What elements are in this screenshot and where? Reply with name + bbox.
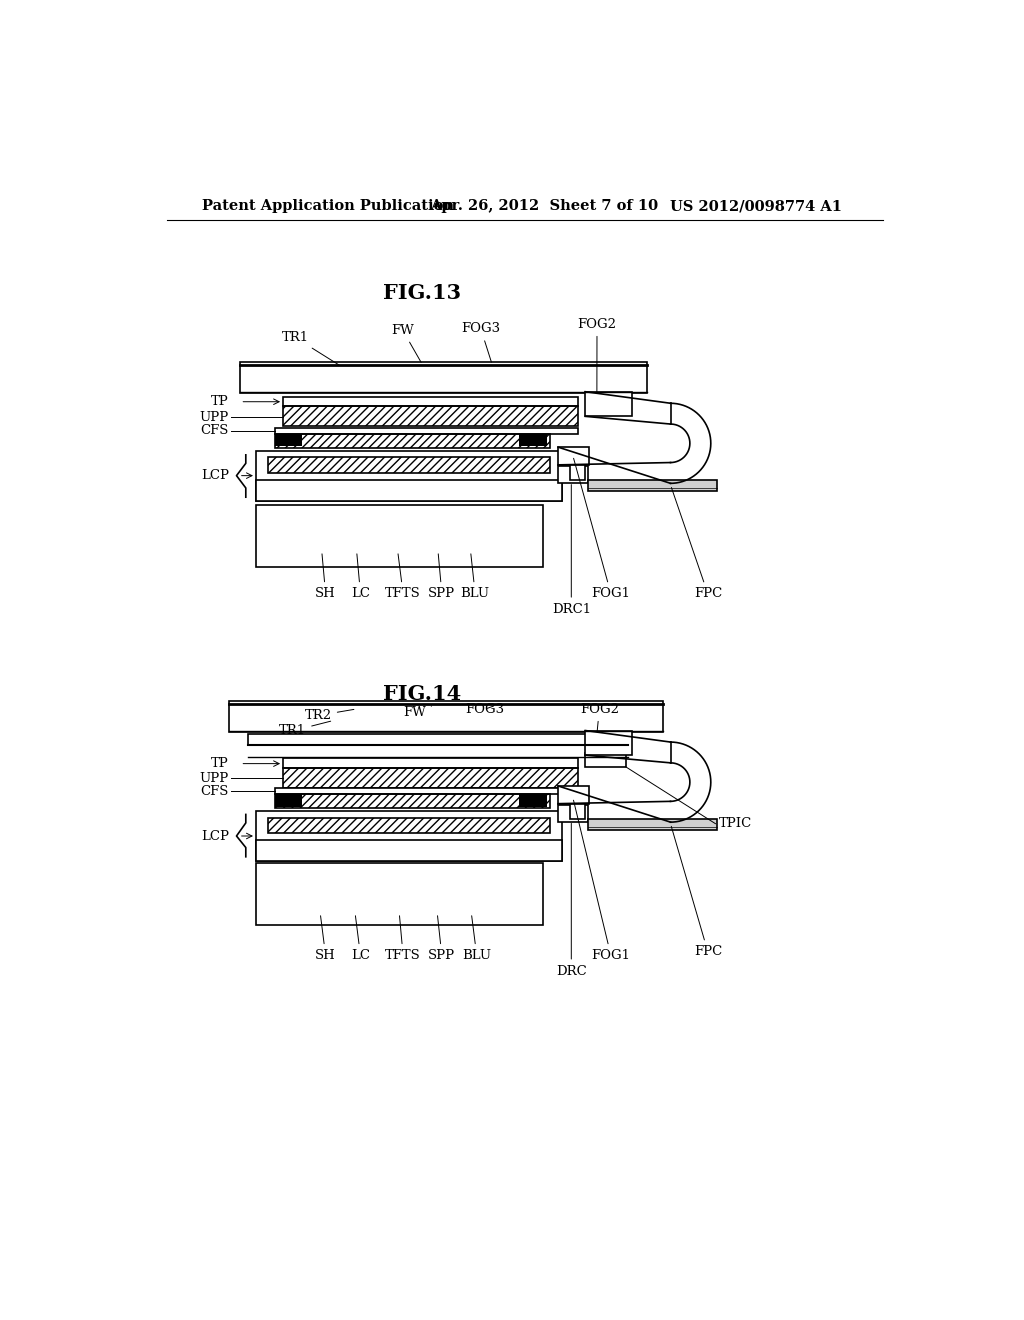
Text: FOG2: FOG2 — [578, 318, 616, 393]
Text: FW: FW — [391, 323, 421, 363]
Text: TR1: TR1 — [280, 721, 331, 738]
Text: BLU: BLU — [462, 916, 492, 962]
Bar — [586, 752, 626, 767]
Text: FOG2: FOG2 — [580, 702, 618, 731]
Bar — [256, 840, 562, 861]
Bar — [275, 788, 578, 795]
Text: LCP: LCP — [201, 469, 228, 482]
Text: LC: LC — [351, 554, 370, 601]
Text: TR2: TR2 — [305, 709, 354, 722]
Text: FIG.13: FIG.13 — [383, 284, 462, 304]
Bar — [558, 785, 589, 804]
Text: SH: SH — [315, 916, 336, 962]
Bar — [519, 434, 547, 446]
Bar — [283, 407, 578, 426]
Text: TR1: TR1 — [282, 331, 339, 364]
Bar — [267, 817, 550, 833]
Bar — [275, 434, 302, 446]
Bar — [256, 504, 543, 566]
Text: FOG3: FOG3 — [461, 322, 501, 362]
Bar — [558, 805, 588, 822]
Bar — [558, 447, 589, 465]
Text: BLU: BLU — [461, 554, 489, 601]
Bar — [569, 804, 586, 818]
Text: FPC: FPC — [672, 487, 722, 601]
Bar — [228, 701, 663, 733]
Text: TPIC: TPIC — [719, 817, 752, 830]
Text: FIG.14: FIG.14 — [383, 684, 462, 704]
Bar — [241, 363, 647, 393]
Text: FOG1: FOG1 — [573, 800, 631, 962]
Text: CFS: CFS — [201, 785, 228, 797]
Text: TP: TP — [211, 395, 228, 408]
Text: TP: TP — [211, 758, 228, 770]
Bar — [519, 795, 547, 807]
Bar — [586, 730, 632, 755]
Text: CFS: CFS — [201, 425, 228, 437]
Text: TFTS: TFTS — [385, 554, 421, 601]
Bar — [256, 451, 562, 502]
Bar — [588, 818, 717, 830]
Text: FW: FW — [403, 706, 431, 719]
Bar — [588, 480, 717, 491]
Text: SPP: SPP — [428, 916, 456, 962]
Bar — [283, 397, 578, 407]
Text: UPP: UPP — [200, 772, 228, 785]
Text: FOG3: FOG3 — [465, 702, 504, 715]
Bar — [558, 466, 588, 483]
Bar — [586, 392, 632, 416]
Text: Patent Application Publication: Patent Application Publication — [202, 199, 454, 213]
Bar — [256, 863, 543, 924]
Text: SH: SH — [315, 554, 336, 601]
Bar — [275, 428, 578, 434]
Text: DRC: DRC — [556, 824, 587, 978]
Text: FPC: FPC — [672, 826, 722, 958]
Bar — [283, 768, 578, 788]
Bar — [256, 810, 562, 861]
Text: FOG1: FOG1 — [573, 458, 631, 601]
Bar — [248, 734, 628, 744]
Text: UPP: UPP — [200, 411, 228, 424]
Text: TFTS: TFTS — [385, 916, 421, 962]
Text: LCP: LCP — [201, 829, 228, 842]
Bar — [275, 434, 550, 447]
Bar — [267, 457, 550, 473]
Bar — [569, 465, 586, 480]
Bar — [256, 480, 562, 502]
Bar — [275, 795, 302, 807]
Text: DRC1: DRC1 — [552, 484, 591, 615]
Bar — [283, 758, 578, 768]
Text: Apr. 26, 2012  Sheet 7 of 10: Apr. 26, 2012 Sheet 7 of 10 — [430, 199, 658, 213]
Text: SPP: SPP — [428, 554, 456, 601]
Text: LC: LC — [351, 916, 370, 962]
Text: US 2012/0098774 A1: US 2012/0098774 A1 — [671, 199, 843, 213]
Bar — [275, 795, 550, 808]
